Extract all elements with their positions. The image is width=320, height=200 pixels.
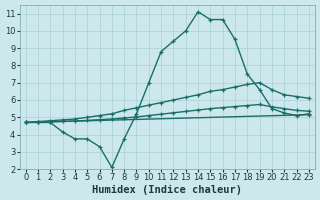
X-axis label: Humidex (Indice chaleur): Humidex (Indice chaleur) xyxy=(92,185,242,195)
